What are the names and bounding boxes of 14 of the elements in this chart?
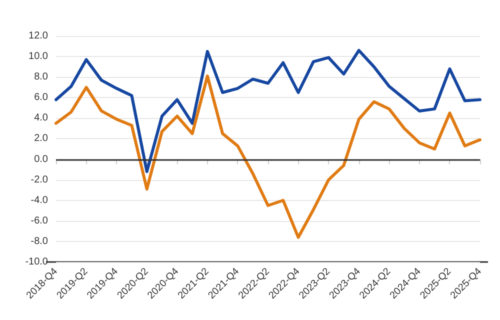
y-tick-label: -6.0 — [30, 215, 48, 226]
y-tick-label: 8.0 — [34, 72, 48, 83]
line-series — [54, 48, 482, 174]
y-tick-label: 2.0 — [34, 133, 48, 144]
y-tick-label: 4.0 — [34, 112, 48, 124]
y-tick-label: 12.0 — [28, 30, 48, 42]
y-tick-label: -10.0 — [25, 256, 48, 268]
y-tick-label: -8.0 — [30, 236, 48, 247]
y-tick-label: 10.0 — [28, 51, 48, 62]
y-tick-label: -2.0 — [30, 174, 48, 186]
y-tick-label: 6.0 — [34, 92, 48, 104]
y-tick-label: -4.0 — [30, 194, 48, 206]
line-series — [54, 74, 482, 239]
y-tick-label: 0.0 — [34, 154, 48, 165]
